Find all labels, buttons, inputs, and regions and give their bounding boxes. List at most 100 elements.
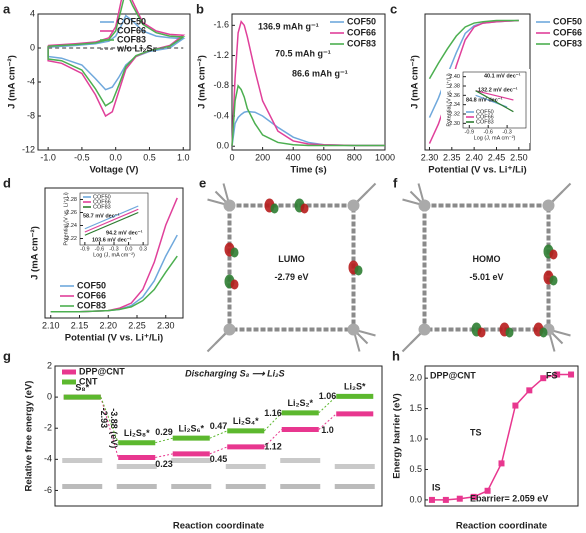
y-tick-label: 2.36 <box>449 93 460 99</box>
panel-label: b <box>196 1 204 16</box>
slab-image <box>280 458 321 463</box>
chart-subtitle: Discharging S₈ ⟶ Li₂S <box>185 368 285 378</box>
framework-node <box>542 199 555 212</box>
orbital-lobe <box>354 265 363 276</box>
orbital-energy: -2.79 eV <box>274 272 308 282</box>
framework-node <box>347 199 360 212</box>
annotation: Ebarrier= 2.059 eV <box>470 493 548 503</box>
series-line <box>84 205 139 230</box>
x-tick-label: 2.15 <box>71 320 89 330</box>
legend-label: COF66 <box>117 25 146 35</box>
point-marker <box>526 387 533 394</box>
y-axis-label: Energy barrier (eV) <box>392 393 403 479</box>
slab-image <box>225 464 266 469</box>
x-tick-label: -0.6 <box>483 129 492 135</box>
series-line <box>428 19 519 80</box>
legend-label: CNT <box>79 376 98 386</box>
legend-label: COF66 <box>77 290 106 300</box>
legend-label: COF83 <box>347 38 376 48</box>
connector <box>100 396 119 458</box>
y-axis-label: Potential (V vs. Li⁺/Li) <box>62 192 69 246</box>
y-tick-label: 2.38 <box>449 83 460 89</box>
panel-label: a <box>3 1 11 16</box>
series-line <box>47 0 186 107</box>
x-tick-label: 0.0 <box>125 246 133 252</box>
connector <box>318 395 337 414</box>
x-tick-label: 2.20 <box>99 320 117 330</box>
panel-label: d <box>3 175 11 190</box>
slab-image <box>280 484 321 489</box>
point-marker <box>442 496 449 503</box>
point-marker <box>498 460 505 467</box>
orbital-lobe <box>549 249 558 260</box>
legend-label: DPP@CNT <box>79 366 125 376</box>
y-axis-label: J (mA cm⁻²) <box>410 55 421 109</box>
x-tick-label: 0.0 <box>109 152 122 162</box>
y-tick-label: 4 <box>30 8 35 18</box>
connector <box>155 437 173 444</box>
y-tick-label: 0.0 <box>409 494 422 504</box>
x-tick-label: 1000 <box>375 152 395 162</box>
x-tick-label: 400 <box>286 152 301 162</box>
orbital-energy: -5.01 eV <box>469 272 503 282</box>
x-tick-label: 0.5 <box>143 152 156 162</box>
legend-label: COF66 <box>476 114 494 120</box>
annotation: 132.2 mV dec⁻¹ <box>478 86 518 93</box>
x-axis-label: Log (J, mA cm⁻²) <box>93 252 135 258</box>
y-tick-label: 2.28 <box>66 197 77 203</box>
framework-ring <box>422 203 551 332</box>
y-tick-label: -6 <box>44 485 52 495</box>
y-axis-label: J (mA cm⁻²) <box>30 226 41 280</box>
x-tick-label: -1.0 <box>40 152 56 162</box>
y-tick-label: 2 <box>47 360 52 370</box>
legend-label: COF83 <box>117 34 146 44</box>
panel-label: e <box>199 175 206 190</box>
legend-label: COF50 <box>117 16 146 26</box>
step-label: 1.12 <box>264 442 282 452</box>
x-tick-label: 2.50 <box>510 152 528 162</box>
slab-image <box>116 484 157 489</box>
orbital-title: LUMO <box>278 254 305 264</box>
legend-label: COF83 <box>77 300 106 310</box>
point-marker <box>568 371 575 378</box>
x-tick-label: -0.9 <box>80 246 89 252</box>
connector <box>209 430 228 439</box>
legend-label: COF83 <box>476 119 494 125</box>
y-axis-label: Potential (V vs. Li⁺/Li) <box>445 73 452 127</box>
panel-label: g <box>3 348 11 363</box>
y-tick-label: -4 <box>27 76 35 86</box>
point-marker <box>554 371 561 378</box>
series-line <box>231 84 385 147</box>
y-tick-label: 1.5 <box>409 403 422 413</box>
y-tick-label: 0 <box>30 42 35 52</box>
framework-ring <box>227 203 356 332</box>
legend-label: COF83 <box>93 204 111 210</box>
slab-image <box>116 464 157 469</box>
slab-image <box>171 484 212 489</box>
x-tick-label: 1.0 <box>177 152 190 162</box>
series-line <box>84 211 139 236</box>
y-axis-label: Relative free energy (eV) <box>24 381 35 492</box>
y-tick-label: 2.32 <box>449 111 460 117</box>
point-marker <box>512 402 519 409</box>
plot-frame <box>54 365 383 507</box>
slab-image <box>334 484 375 489</box>
y-tick-label: 2.40 <box>449 74 460 80</box>
panel-label: h <box>392 348 400 363</box>
x-tick-label: 2.40 <box>465 152 483 162</box>
annotation: 86.6 mAh g⁻¹ <box>292 68 348 78</box>
panel-label: f <box>393 175 398 190</box>
legend-label: COF50 <box>476 109 494 115</box>
step-label: 1.0 <box>321 425 334 435</box>
x-axis-label: Voltage (V) <box>90 165 139 176</box>
series-line <box>231 19 385 147</box>
slab-image <box>62 484 103 489</box>
plot-frame <box>462 71 527 129</box>
point-marker <box>540 375 547 382</box>
legend-label: COF50 <box>347 16 376 26</box>
step-label: 1.06 <box>319 391 337 401</box>
y-tick-label: -0.4 <box>213 110 229 120</box>
x-tick-label: -0.3 <box>109 246 118 252</box>
connector <box>263 429 283 448</box>
